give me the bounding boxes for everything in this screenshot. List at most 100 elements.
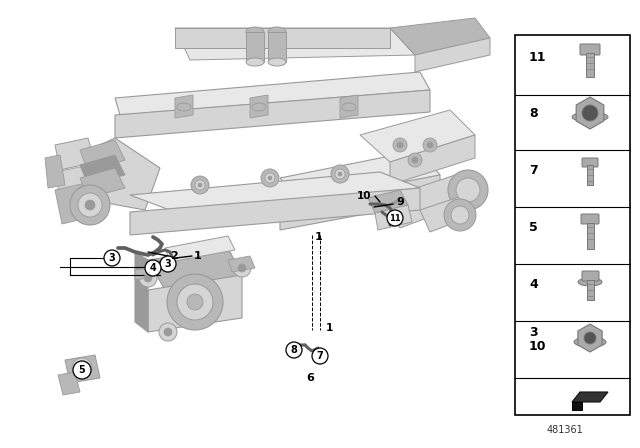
Polygon shape (148, 248, 242, 290)
Polygon shape (576, 97, 604, 129)
Polygon shape (115, 72, 430, 115)
FancyBboxPatch shape (515, 35, 630, 415)
Circle shape (427, 142, 433, 148)
Circle shape (451, 206, 469, 224)
Text: 2: 2 (170, 251, 178, 261)
Ellipse shape (246, 27, 264, 37)
Circle shape (160, 256, 176, 272)
FancyBboxPatch shape (572, 402, 582, 410)
Polygon shape (415, 38, 490, 72)
Polygon shape (130, 188, 420, 235)
Circle shape (423, 138, 437, 152)
Polygon shape (380, 175, 475, 228)
Ellipse shape (252, 103, 266, 111)
Polygon shape (175, 28, 390, 48)
FancyBboxPatch shape (587, 223, 594, 249)
Polygon shape (80, 140, 125, 172)
Text: 11: 11 (389, 214, 401, 223)
Polygon shape (175, 28, 415, 60)
Polygon shape (80, 155, 125, 185)
Circle shape (265, 173, 275, 183)
Text: 1: 1 (315, 232, 323, 242)
FancyBboxPatch shape (582, 271, 599, 281)
Polygon shape (368, 190, 408, 213)
Ellipse shape (268, 58, 286, 66)
Polygon shape (360, 110, 475, 162)
Polygon shape (135, 252, 148, 332)
Text: 1: 1 (326, 323, 333, 333)
Text: 4: 4 (529, 277, 538, 290)
Polygon shape (55, 182, 100, 224)
Ellipse shape (342, 103, 356, 111)
Polygon shape (80, 168, 125, 198)
Text: 3: 3 (164, 259, 172, 269)
Circle shape (167, 274, 223, 330)
Circle shape (261, 169, 279, 187)
Text: 8: 8 (291, 345, 298, 355)
Circle shape (286, 342, 302, 358)
Circle shape (104, 250, 120, 266)
Text: 10: 10 (529, 340, 547, 353)
Ellipse shape (572, 112, 608, 122)
Circle shape (177, 284, 213, 320)
Circle shape (393, 138, 407, 152)
Polygon shape (280, 150, 440, 205)
Ellipse shape (578, 278, 602, 286)
Circle shape (164, 328, 172, 336)
Text: 5: 5 (79, 365, 85, 375)
Circle shape (387, 210, 403, 226)
Polygon shape (228, 256, 255, 272)
Ellipse shape (177, 103, 191, 111)
Ellipse shape (574, 337, 606, 347)
Circle shape (238, 264, 246, 272)
Text: 10: 10 (356, 191, 371, 201)
Text: 481361: 481361 (547, 425, 584, 435)
Circle shape (159, 323, 177, 341)
Polygon shape (55, 138, 95, 170)
Polygon shape (572, 392, 608, 402)
Text: 8: 8 (529, 107, 538, 120)
Circle shape (397, 142, 403, 148)
Polygon shape (280, 175, 440, 230)
FancyBboxPatch shape (246, 32, 264, 62)
FancyBboxPatch shape (581, 214, 599, 224)
Circle shape (584, 332, 596, 344)
Circle shape (444, 199, 476, 231)
Text: 1: 1 (194, 251, 202, 261)
Circle shape (191, 176, 209, 194)
Circle shape (144, 274, 152, 282)
FancyBboxPatch shape (587, 280, 594, 300)
Polygon shape (420, 195, 475, 232)
Ellipse shape (268, 27, 286, 37)
Circle shape (412, 157, 418, 163)
Polygon shape (578, 324, 602, 352)
Circle shape (195, 180, 205, 190)
Text: 6: 6 (306, 373, 314, 383)
Circle shape (187, 294, 203, 310)
FancyBboxPatch shape (587, 165, 593, 185)
Polygon shape (65, 355, 100, 383)
Polygon shape (390, 135, 475, 185)
FancyBboxPatch shape (582, 158, 598, 167)
Circle shape (456, 178, 480, 202)
Circle shape (331, 165, 349, 183)
Text: 3: 3 (529, 326, 538, 339)
Circle shape (145, 260, 161, 276)
Polygon shape (58, 372, 80, 395)
Polygon shape (165, 236, 235, 262)
Circle shape (338, 172, 342, 176)
Polygon shape (55, 165, 100, 208)
Text: 5: 5 (529, 220, 538, 233)
Circle shape (198, 183, 202, 187)
Circle shape (78, 193, 102, 217)
Circle shape (312, 348, 328, 364)
Circle shape (73, 361, 91, 379)
Ellipse shape (246, 58, 264, 66)
FancyBboxPatch shape (586, 53, 594, 77)
Circle shape (77, 363, 87, 373)
Circle shape (72, 358, 92, 378)
FancyBboxPatch shape (268, 32, 286, 62)
Text: 9: 9 (396, 197, 404, 207)
Circle shape (408, 153, 422, 167)
Polygon shape (135, 268, 148, 280)
